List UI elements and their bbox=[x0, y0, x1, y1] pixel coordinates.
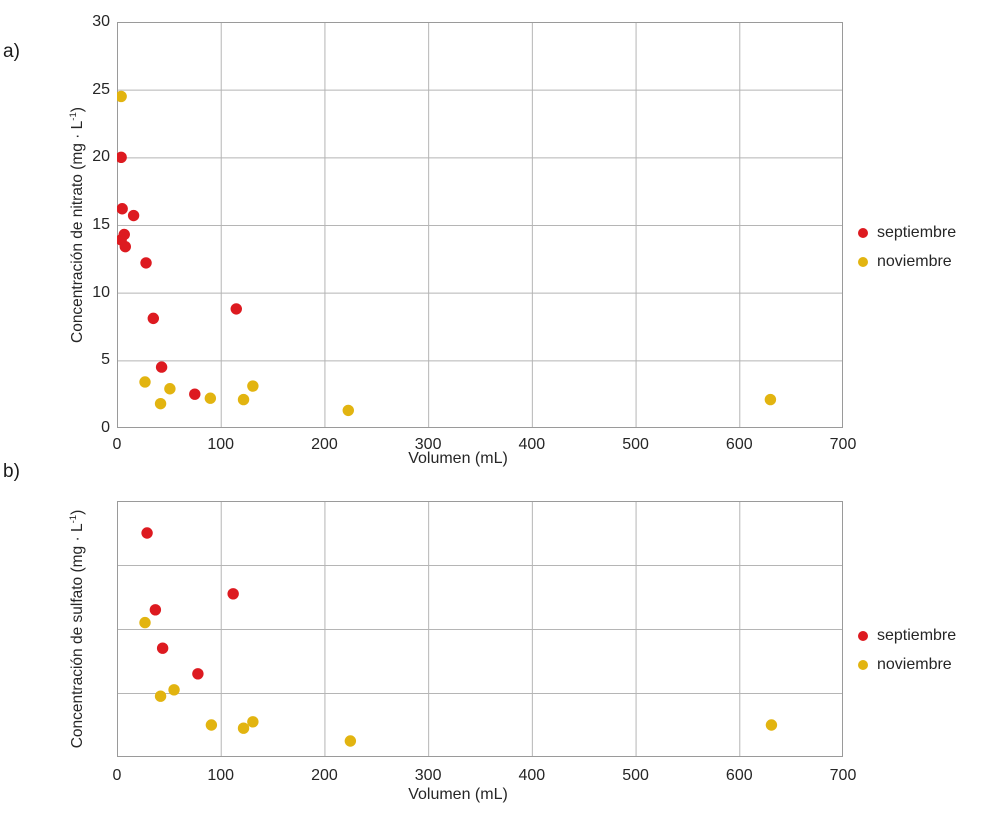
superscript-exponent: -1 bbox=[67, 514, 79, 524]
data-point-noviembre bbox=[168, 684, 180, 696]
y-tick-label: 0 bbox=[101, 419, 110, 436]
y-axis-title-sulfato: Concentración de sulfato (mg · L-1) bbox=[67, 509, 86, 749]
legend-label-septiembre: septiembre bbox=[877, 627, 957, 644]
data-point-septiembre bbox=[156, 642, 169, 654]
data-point-septiembre bbox=[147, 312, 159, 325]
data-point-septiembre bbox=[189, 388, 201, 400]
data-point-noviembre bbox=[115, 90, 127, 103]
y-tick-label: 20 bbox=[92, 148, 110, 166]
plot-area-nitrato bbox=[115, 22, 843, 428]
plot-svg bbox=[117, 501, 843, 757]
x-tick-label: 700 bbox=[829, 436, 857, 453]
data-point-noviembre bbox=[164, 383, 176, 395]
data-point-noviembre bbox=[205, 719, 218, 731]
data-point-noviembre bbox=[139, 376, 151, 388]
x-tick-label: 300 bbox=[414, 436, 442, 453]
panel-label-a: a) bbox=[3, 41, 20, 62]
x-tick-label: 600 bbox=[725, 767, 753, 784]
x-tick-label: 700 bbox=[829, 767, 857, 784]
data-point-noviembre bbox=[204, 392, 217, 404]
y-tick-label: 15 bbox=[92, 216, 110, 233]
data-point-septiembre bbox=[119, 240, 131, 253]
plot-area-sulfato bbox=[117, 501, 843, 757]
x-tick-label: 200 bbox=[311, 436, 338, 453]
data-point-septiembre bbox=[192, 668, 204, 680]
data-point-septiembre bbox=[149, 604, 162, 616]
x-tick-label: 400 bbox=[518, 436, 546, 453]
x-axis-title-a: Volumen (mL) bbox=[408, 450, 508, 467]
data-point-septiembre bbox=[140, 257, 152, 269]
data-point-noviembre bbox=[154, 690, 167, 702]
legend-item-noviembre-a: noviembre bbox=[858, 252, 952, 271]
y-tick-label: 10 bbox=[92, 283, 110, 301]
plot-svg bbox=[115, 22, 843, 428]
x-tick-label: 500 bbox=[622, 767, 649, 784]
data-point-noviembre bbox=[764, 393, 777, 406]
x-tick-label: 100 bbox=[207, 767, 235, 784]
data-point-noviembre bbox=[765, 719, 778, 731]
legend-label-septiembre: septiembre bbox=[877, 224, 957, 241]
legend-dot-noviembre bbox=[858, 659, 868, 670]
data-point-noviembre bbox=[237, 393, 250, 406]
data-point-septiembre bbox=[115, 151, 127, 164]
x-axis-title-b: Volumen (mL) bbox=[408, 786, 508, 803]
x-tick-label: 200 bbox=[311, 767, 338, 784]
data-point-septiembre bbox=[127, 209, 140, 222]
data-point-noviembre bbox=[342, 404, 354, 417]
x-tick-label: 500 bbox=[622, 436, 649, 453]
y-tick-label: 25 bbox=[92, 80, 110, 98]
legend-item-noviembre-b: noviembre bbox=[858, 655, 952, 674]
x-tick-label: 300 bbox=[414, 767, 442, 784]
legend-item-septiembre-b: septiembre bbox=[858, 626, 956, 645]
legend-dot-noviembre bbox=[858, 256, 868, 267]
data-point-septiembre bbox=[227, 588, 239, 600]
data-point-noviembre bbox=[139, 616, 151, 629]
y-tick-label: 5 bbox=[101, 351, 110, 369]
legend-item-septiembre-a: septiembre bbox=[858, 223, 956, 242]
y-tick-label: 30 bbox=[92, 13, 110, 30]
scatter-panel-a: a) Concentración de nitrato (mg · L-1) 0… bbox=[3, 13, 956, 467]
data-point-noviembre bbox=[247, 380, 259, 392]
plot-border bbox=[117, 22, 843, 428]
data-point-septiembre bbox=[155, 361, 168, 373]
legend-dot-septiembre bbox=[858, 630, 868, 641]
data-point-noviembre bbox=[247, 716, 259, 728]
legend-label-noviembre: noviembre bbox=[877, 656, 952, 673]
data-point-septiembre bbox=[141, 527, 153, 539]
data-point-noviembre bbox=[344, 735, 357, 747]
x-tick-label: 100 bbox=[207, 436, 235, 453]
data-point-noviembre bbox=[154, 397, 167, 410]
x-tick-label: 0 bbox=[112, 767, 122, 784]
plot-border bbox=[117, 501, 843, 757]
panel-label-b: b) bbox=[3, 461, 20, 482]
data-point-septiembre bbox=[116, 203, 128, 215]
data-point-septiembre bbox=[230, 303, 242, 315]
legend-dot-septiembre bbox=[858, 227, 868, 238]
legend-label-noviembre: noviembre bbox=[877, 253, 952, 270]
data-point-noviembre bbox=[237, 722, 250, 734]
x-tick-label: 400 bbox=[518, 767, 546, 784]
x-tick-label: 0 bbox=[112, 436, 122, 453]
x-tick-label: 600 bbox=[725, 436, 753, 453]
